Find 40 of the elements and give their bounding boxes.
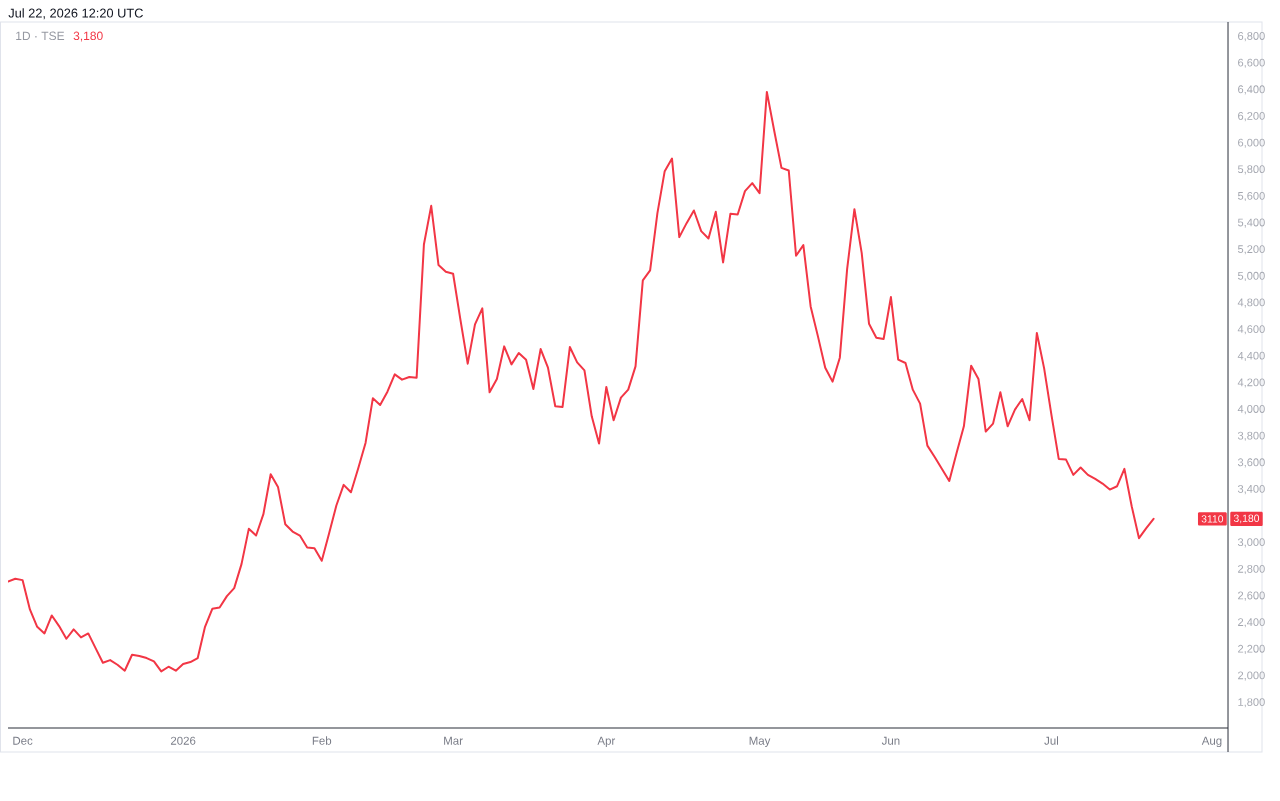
y-tick-label: 4,200 <box>1237 378 1265 388</box>
y-tick-label: 1,800 <box>1238 698 1265 708</box>
y-tick-label: 2,400 <box>1238 618 1265 628</box>
y-tick-label: 3,400 <box>1237 485 1265 495</box>
x-tick-label: Jul <box>1044 736 1058 745</box>
line-series <box>8 90 1155 673</box>
y-tick-label: 5,000 <box>1237 271 1265 281</box>
y-tick-label: 2,000 <box>1238 671 1265 681</box>
x-tick-label: Mar <box>444 736 463 745</box>
text: Jul 22, 2026 12:20 UTC <box>8 8 143 20</box>
x-tick-label: May <box>749 736 771 748</box>
x-tick-label: Jun <box>881 736 900 745</box>
x-tick-label: Dec <box>13 736 33 745</box>
y-tick-label: 5,600 <box>1237 191 1265 202</box>
x-tick-label: Aug <box>1201 736 1222 748</box>
annotation: 3,180 <box>73 31 103 42</box>
y-tick-label: 6,000 <box>1238 138 1265 148</box>
y-tick-label: 3,600 <box>1237 458 1265 468</box>
y-tick-label: 2,200 <box>1238 644 1265 654</box>
y-tick-label: 2,800 <box>1238 564 1265 575</box>
y-tick-label: 6,400 <box>1238 85 1265 95</box>
annotation: 3,180 <box>1233 514 1260 524</box>
y-tick-label: 2,600 <box>1238 591 1265 601</box>
y-tick-label: 6,200 <box>1238 112 1265 122</box>
y-tick-label: 3,800 <box>1237 431 1265 441</box>
y-tick-label: 4,000 <box>1237 405 1265 415</box>
y-tick-label: 4,600 <box>1237 325 1265 335</box>
y-tick-label: 4,400 <box>1237 351 1265 361</box>
annotation: 3110 <box>1201 515 1224 523</box>
y-tick-label: 6,800 <box>1238 32 1265 42</box>
x-tick-label: 2026 <box>170 736 196 745</box>
x-tick-label: Apr <box>597 736 616 748</box>
y-tick-label: 3,000 <box>1237 538 1265 548</box>
y-tick-label: 5,200 <box>1237 245 1265 255</box>
y-tick-label: 5,800 <box>1237 165 1265 175</box>
text: 1D · TSE <box>16 31 65 41</box>
x-tick-label: Feb <box>312 736 332 745</box>
y-tick-label: 4,800 <box>1237 298 1265 308</box>
y-tick-label: 6,600 <box>1238 58 1265 68</box>
y-tick-label: 5,400 <box>1237 218 1265 228</box>
